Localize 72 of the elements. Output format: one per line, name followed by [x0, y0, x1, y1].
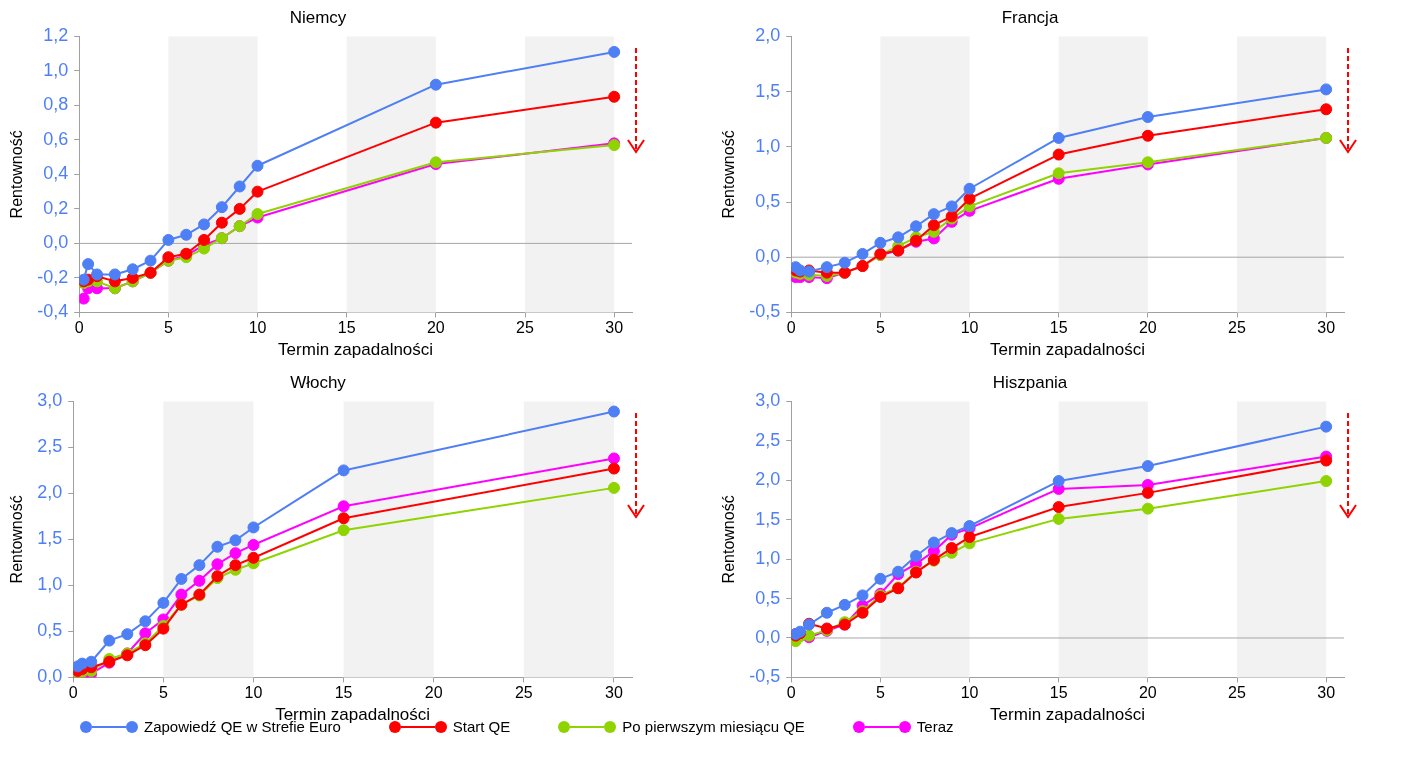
chart-title: Niemcy [289, 7, 347, 27]
x-tick-label: 30 [605, 319, 624, 337]
y-tick-label: 0,2 [43, 197, 69, 218]
x-tick-label: 15 [337, 319, 356, 337]
y-tick-label: -0,2 [37, 266, 69, 287]
y-tick-label: 0,5 [755, 190, 781, 211]
y-tick-label: -0,4 [37, 301, 69, 322]
y-tick-label: 0,0 [37, 666, 63, 687]
x-tick-label: 0 [786, 684, 796, 702]
y-tick-label: 2,0 [37, 482, 63, 503]
x-tick-label: 5 [875, 684, 885, 702]
x-tick-label: 10 [960, 684, 979, 702]
chart-title: Francja [1001, 7, 1059, 27]
y-tick-label: 2,5 [37, 436, 63, 457]
legend-label: Start QE [452, 718, 511, 735]
x-tick-label: 20 [1138, 319, 1157, 337]
x-tick-label: 20 [424, 684, 443, 702]
y-tick-label: 1,5 [755, 80, 781, 101]
x-tick-label: 25 [514, 684, 533, 702]
y-tick-label: 0,8 [43, 94, 69, 115]
x-tick-label: 5 [158, 684, 168, 702]
y-tick-label: 1,0 [37, 574, 63, 595]
y-tick-label: 1,0 [43, 59, 69, 80]
x-tick-label: 0 [68, 684, 78, 702]
x-tick-label: 15 [334, 684, 353, 702]
y-tick-label: 2,0 [755, 25, 781, 46]
x-tick-label: 15 [1049, 319, 1068, 337]
x-tick-label: 15 [1049, 684, 1068, 702]
x-tick-label: 25 [1228, 684, 1247, 702]
y-tick-label: 2,5 [755, 429, 781, 450]
y-axis-title: Rentowność [8, 130, 26, 219]
y-tick-label: 0,0 [755, 246, 781, 267]
legend-label: Po pierwszym miesiącu QE [622, 718, 805, 735]
legend-label: Teraz [916, 718, 954, 735]
x-tick-label: 25 [516, 319, 535, 337]
y-tick-label: 1,5 [755, 508, 781, 529]
y-tick-label: 1,5 [37, 528, 63, 549]
y-tick-label: 2,0 [755, 469, 781, 490]
x-tick-label: 30 [1317, 684, 1336, 702]
x-axis-title: Termin zapadalności [278, 340, 434, 360]
y-tick-label: 0,5 [37, 620, 63, 641]
x-tick-label: 20 [1138, 684, 1157, 702]
x-tick-label: 20 [426, 319, 445, 337]
x-tick-label: 0 [74, 319, 84, 337]
chart-title: Włochy [290, 372, 347, 392]
x-axis-title: Termin zapadalności [990, 340, 1146, 360]
y-tick-label: 1,2 [43, 25, 69, 46]
y-axis-title: Rentowność [8, 495, 26, 584]
y-tick-label: 0,4 [43, 163, 69, 184]
y-tick-label: 3,0 [755, 390, 781, 411]
x-tick-label: 10 [248, 319, 267, 337]
y-tick-label: 0,5 [755, 587, 781, 608]
y-tick-label: 3,0 [37, 390, 63, 411]
x-tick-label: 5 [875, 319, 885, 337]
x-tick-label: 30 [1317, 319, 1336, 337]
x-axis-title: Termin zapadalności [990, 705, 1146, 725]
y-tick-label: 1,0 [755, 548, 781, 569]
x-tick-label: 10 [960, 319, 979, 337]
y-tick-label: 1,0 [755, 135, 781, 156]
x-tick-label: 25 [1228, 319, 1247, 337]
y-axis-title: Rentowność [720, 130, 738, 219]
x-tick-label: 0 [786, 319, 796, 337]
y-axis-title: Rentowność [720, 495, 738, 584]
chart-title: Hiszpania [992, 372, 1068, 392]
x-tick-label: 10 [244, 684, 263, 702]
y-tick-label: -0,5 [749, 666, 781, 687]
y-tick-label: 0,0 [755, 626, 781, 647]
y-tick-label: 0,6 [43, 128, 69, 149]
x-tick-label: 30 [605, 684, 623, 702]
x-tick-label: 5 [163, 319, 173, 337]
y-tick-label: -0,5 [749, 301, 781, 322]
y-tick-label: 0,0 [43, 232, 69, 253]
